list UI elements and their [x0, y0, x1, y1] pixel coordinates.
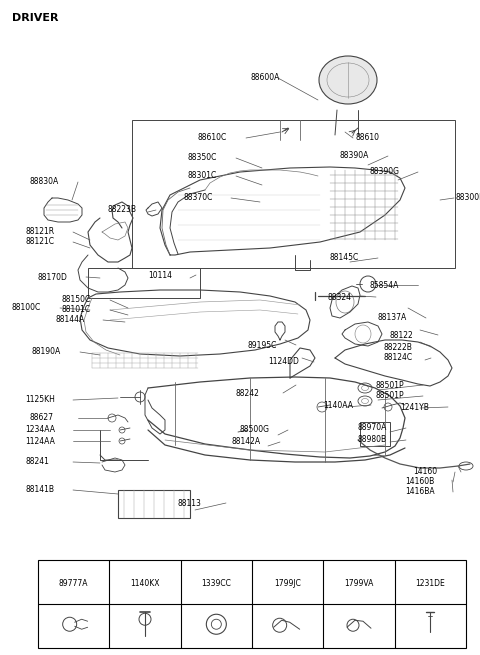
Text: 88370C: 88370C	[183, 193, 212, 202]
Text: 88121C: 88121C	[25, 238, 54, 246]
Text: 10114: 10114	[148, 271, 172, 280]
Text: 88830A: 88830A	[30, 178, 59, 187]
Text: 88301C: 88301C	[188, 172, 217, 181]
Text: 88121R: 88121R	[25, 227, 54, 236]
Text: 1799VA: 1799VA	[344, 579, 374, 588]
Text: 88101C: 88101C	[62, 305, 91, 314]
Text: 1140KX: 1140KX	[130, 579, 160, 588]
Text: 88190A: 88190A	[32, 348, 61, 356]
Text: DRIVER: DRIVER	[12, 13, 59, 23]
Text: 88610C: 88610C	[198, 134, 227, 143]
Text: 88350C: 88350C	[188, 153, 217, 162]
Text: 14160B: 14160B	[405, 477, 434, 487]
Bar	[360, 422, 390, 446]
Text: 88980B: 88980B	[358, 436, 387, 445]
Text: 88324: 88324	[328, 293, 352, 301]
Bar	[132, 120, 455, 268]
Text: 88610: 88610	[355, 134, 379, 143]
Text: 88222B: 88222B	[383, 343, 412, 352]
Text: 1799JC: 1799JC	[274, 579, 301, 588]
Text: 88144A: 88144A	[55, 316, 84, 324]
Text: 1241YB: 1241YB	[400, 403, 429, 411]
Text: 88241: 88241	[25, 457, 49, 466]
Text: 88223B: 88223B	[108, 206, 137, 214]
Text: 1234AA: 1234AA	[25, 426, 55, 434]
Text: 88124C: 88124C	[383, 354, 412, 362]
Text: 1231DE: 1231DE	[416, 579, 445, 588]
Text: 88600A: 88600A	[251, 73, 280, 83]
Text: 89777A: 89777A	[59, 579, 88, 588]
Text: 88145C: 88145C	[330, 253, 359, 263]
Text: 88100C: 88100C	[12, 303, 41, 312]
Text: 89195C: 89195C	[248, 341, 277, 350]
Text: 88113: 88113	[178, 498, 202, 508]
Ellipse shape	[319, 56, 377, 104]
Bar	[88, 268, 200, 298]
Text: 1339CC: 1339CC	[202, 579, 231, 588]
Text: 88501P: 88501P	[375, 381, 404, 390]
Text: 1416BA: 1416BA	[405, 487, 434, 496]
Text: 88150C: 88150C	[62, 295, 91, 305]
Bar	[118, 490, 190, 518]
Text: 14160: 14160	[413, 468, 437, 476]
Text: 88122: 88122	[390, 331, 414, 339]
Text: 88300F: 88300F	[455, 193, 480, 202]
Text: 85854A: 85854A	[370, 280, 399, 290]
Text: 88500G: 88500G	[240, 426, 270, 434]
Text: 1124DD: 1124DD	[268, 358, 299, 367]
Text: 88627: 88627	[30, 413, 54, 422]
Text: 88970A: 88970A	[358, 424, 387, 432]
Text: 88390G: 88390G	[370, 168, 400, 176]
Text: 1140AA: 1140AA	[323, 400, 353, 409]
Text: 88170D: 88170D	[38, 272, 68, 282]
Text: 1124AA: 1124AA	[25, 436, 55, 445]
Text: 1125KH: 1125KH	[25, 396, 55, 405]
Text: 88390A: 88390A	[340, 151, 370, 160]
Text: 88242: 88242	[235, 388, 259, 398]
Text: 88142A: 88142A	[232, 438, 261, 447]
Text: 88501P: 88501P	[375, 392, 404, 400]
Text: 88141B: 88141B	[25, 485, 54, 495]
Text: 88137A: 88137A	[378, 314, 407, 322]
Bar	[38, 560, 466, 648]
